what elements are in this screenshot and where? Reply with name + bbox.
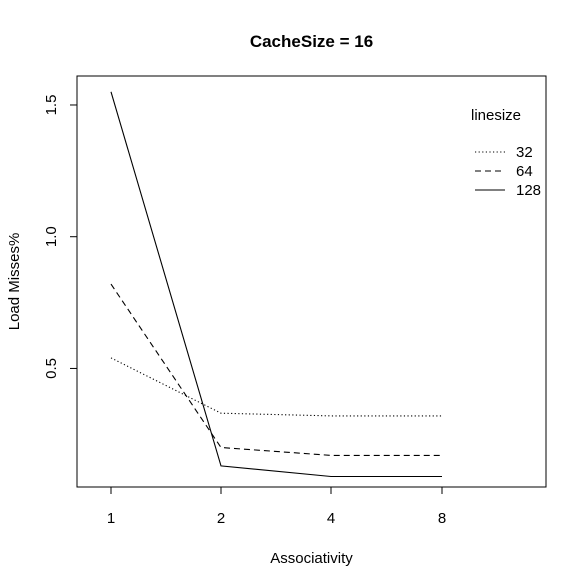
y-tick-label: 1.5 [43, 95, 60, 116]
series-lines [110, 91, 442, 478]
x-tick-label: 4 [327, 510, 335, 527]
legend-label-64: 64 [516, 163, 533, 180]
y-tick-label: 0.5 [43, 358, 60, 379]
legend-label-128: 128 [516, 182, 541, 199]
y-axis: 0.5 1.0 1.5 [43, 95, 78, 379]
x-tick-label: 2 [217, 510, 225, 527]
y-axis-label: Load Misses% [6, 233, 23, 331]
series-line-32 [110, 357, 442, 417]
x-tick-label: 1 [107, 510, 115, 527]
x-axis: 1 2 4 8 [107, 486, 446, 527]
legend-label-32: 32 [516, 144, 533, 161]
x-axis-label: Associativity [270, 550, 353, 567]
y-tick-label: 1.0 [43, 226, 60, 247]
x-tick-label: 8 [438, 510, 446, 527]
legend-title: linesize [471, 107, 521, 124]
series-line-64 [110, 283, 442, 456]
legend: linesize 32 64 128 [471, 107, 541, 199]
series-line-128 [110, 91, 442, 478]
plot-frame [76, 75, 547, 488]
chart-title: CacheSize = 16 [250, 32, 373, 51]
